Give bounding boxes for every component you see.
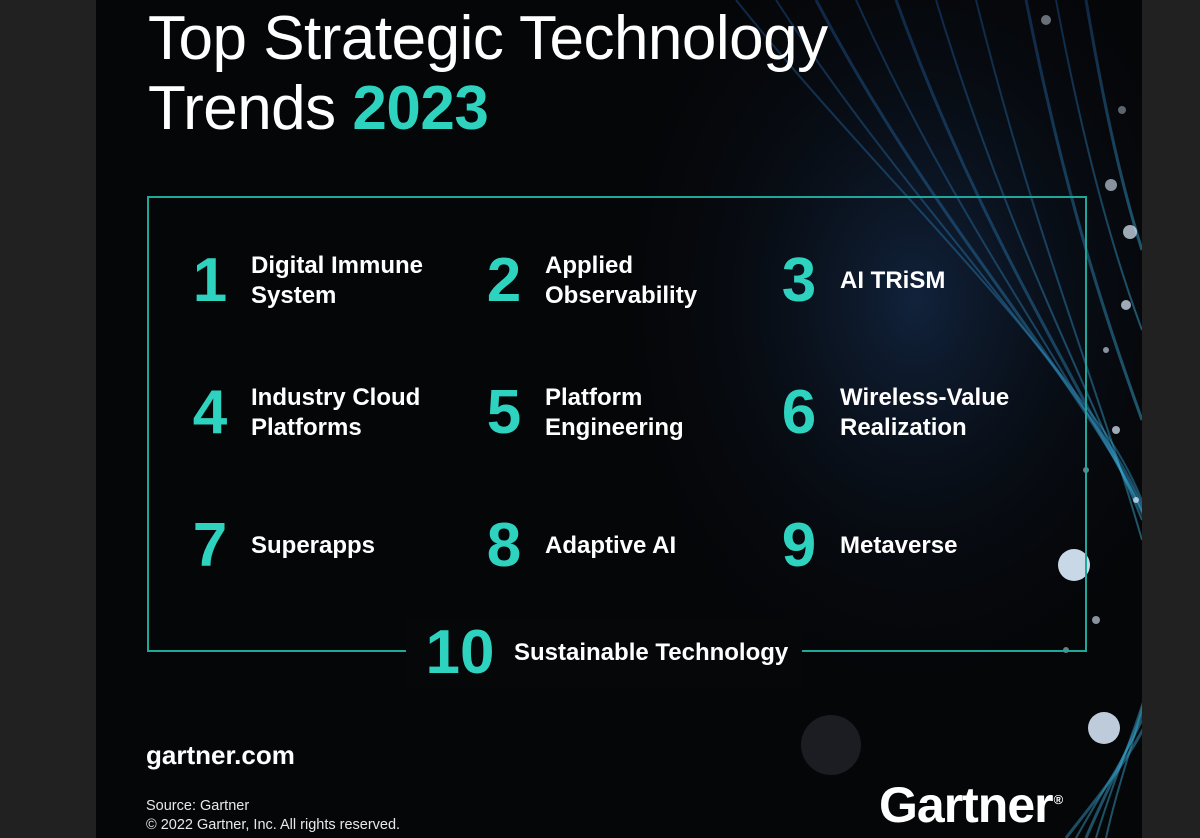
copyright-text: © 2022 Gartner, Inc. All rights reserved… — [146, 817, 401, 833]
trend-label: Metaverse — [840, 532, 958, 559]
trend-item-10: 10 Sustainable Technology — [406, 618, 803, 688]
trend-number: 3 — [781, 246, 817, 315]
trend-item-2: 2 Applied Observability — [469, 250, 697, 312]
logo-text: Gartner — [879, 777, 1054, 833]
registered-mark: ® — [1053, 792, 1064, 808]
trend-label: Sustainable Technology — [514, 639, 789, 666]
site-link-text: gartner.com — [146, 740, 295, 770]
trend-number: 10 — [425, 618, 495, 687]
trend-label: Superapps — [251, 532, 376, 559]
trend-item-3: 3 AI TRiSM — [764, 246, 946, 315]
trend-number: 4 — [192, 378, 228, 447]
light-waves-decoration — [596, 0, 1142, 838]
trend-label: AI TRiSM — [840, 267, 946, 294]
trend-label: Adaptive AI — [545, 532, 677, 559]
trend-number: 8 — [486, 511, 522, 580]
gartner-logo: Gartner® — [879, 776, 1064, 834]
title-year: 2023 — [352, 74, 489, 143]
trend-number: 1 — [192, 246, 228, 315]
trend-label: Digital Immune System — [251, 252, 424, 309]
source-credit: Source: Gartner © 2022 Gartner, Inc. All… — [146, 797, 400, 835]
poster: Top Strategic Technology Trends 2023 1 D… — [96, 0, 1142, 838]
page-title: Top Strategic Technology Trends 2023 — [148, 4, 828, 144]
trend-number: 2 — [486, 246, 522, 315]
trend-number: 7 — [192, 511, 228, 580]
trend-item-4: 4 Industry Cloud Platforms — [175, 378, 421, 447]
trend-label: Wireless-Value Realization — [840, 384, 1010, 441]
source-text: Source: Gartner — [146, 798, 250, 814]
trend-item-1: 1 Digital Immune System — [175, 250, 423, 312]
trend-item-9: 9 Metaverse — [764, 511, 958, 580]
title-line-2: Trends 2023 — [148, 74, 828, 144]
trend-item-5: 5 Platform Engineering — [469, 382, 684, 444]
title-line-1: Top Strategic Technology — [148, 4, 828, 73]
trend-label: Platform Engineering — [545, 384, 684, 441]
trend-item-6: 6 Wireless-Value Realization — [764, 382, 1009, 444]
trend-number: 9 — [781, 511, 817, 580]
trend-number: 6 — [781, 378, 817, 447]
title-trends: Trends — [148, 74, 336, 143]
trend-label: Industry Cloud Platforms — [251, 384, 421, 441]
trend-number: 5 — [486, 378, 522, 447]
trend-item-8: 8 Adaptive AI — [469, 515, 676, 577]
trend-item-7: 7 Superapps — [175, 515, 375, 577]
trend-label: Applied Observability — [545, 252, 698, 309]
